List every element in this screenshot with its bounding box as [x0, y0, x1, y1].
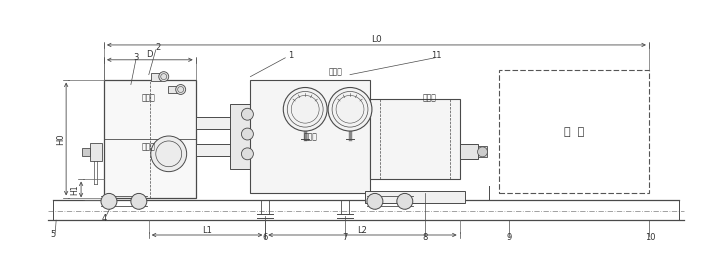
Text: 8: 8	[422, 233, 427, 242]
Bar	[459, 144, 478, 159]
Bar	[231, 104, 266, 169]
Circle shape	[241, 108, 253, 120]
Circle shape	[367, 193, 383, 209]
Bar	[196, 117, 370, 129]
Bar	[196, 144, 370, 156]
Bar	[365, 192, 464, 203]
Text: 有杆腔: 有杆腔	[142, 142, 155, 152]
Circle shape	[151, 136, 187, 172]
Circle shape	[101, 193, 117, 209]
Text: H1: H1	[70, 184, 80, 195]
Text: H0: H0	[55, 133, 65, 145]
Text: L1: L1	[202, 226, 212, 235]
Text: 5: 5	[50, 230, 56, 239]
Text: 4: 4	[102, 214, 106, 223]
Circle shape	[283, 87, 327, 131]
Text: D: D	[146, 50, 153, 59]
Bar	[90, 143, 102, 161]
Text: L2: L2	[358, 226, 367, 235]
Bar	[478, 146, 488, 157]
Circle shape	[131, 193, 147, 209]
Bar	[104, 79, 196, 139]
Circle shape	[478, 147, 488, 157]
Circle shape	[328, 87, 372, 131]
Text: 1: 1	[288, 51, 293, 60]
Text: 推泵站: 推泵站	[328, 67, 342, 76]
Text: L0: L0	[371, 36, 382, 44]
Text: 10: 10	[645, 233, 656, 242]
Bar	[104, 79, 196, 198]
Text: 无杆腔: 无杆腔	[303, 133, 317, 141]
Circle shape	[241, 148, 253, 160]
Text: 2: 2	[155, 43, 160, 52]
Text: 9: 9	[507, 233, 512, 242]
Bar	[251, 79, 370, 193]
Bar	[168, 85, 178, 93]
Text: 无杆腔: 无杆腔	[142, 93, 155, 102]
Text: 3: 3	[133, 53, 138, 62]
Bar	[82, 148, 90, 156]
Text: 重  物: 重 物	[564, 127, 584, 136]
Circle shape	[175, 85, 186, 95]
Bar	[499, 70, 649, 193]
Circle shape	[397, 193, 413, 209]
Bar	[370, 99, 459, 179]
Circle shape	[241, 128, 253, 140]
Text: 7: 7	[342, 233, 348, 242]
Text: 11: 11	[432, 51, 442, 60]
Text: 有杆腔: 有杆腔	[422, 93, 437, 102]
Circle shape	[159, 72, 169, 82]
Text: 6: 6	[263, 233, 268, 242]
Bar	[151, 73, 160, 81]
